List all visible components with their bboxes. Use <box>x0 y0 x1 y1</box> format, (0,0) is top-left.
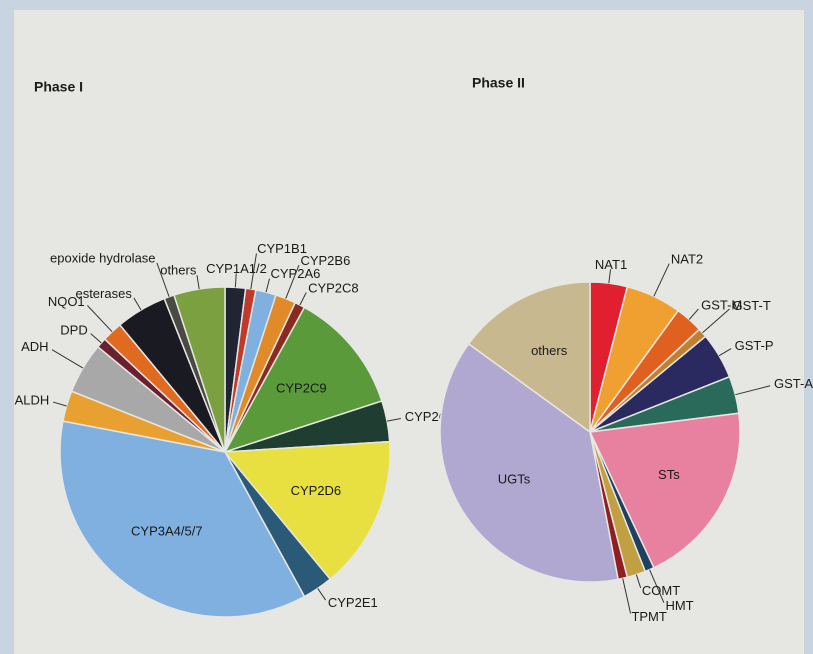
pie-slice <box>467 281 591 434</box>
slice-label: CYP2C8 <box>308 280 359 295</box>
leader-line <box>234 273 237 288</box>
pie-slice <box>588 412 741 569</box>
pie-slice <box>223 440 391 581</box>
slice-label: GST-P <box>735 338 774 353</box>
slice-label: CYP2C9 <box>276 380 327 395</box>
leader-line <box>250 253 257 290</box>
slice-label: CYP2D6 <box>291 483 342 498</box>
slice-label: GST-T <box>733 298 771 313</box>
leader-line <box>649 569 665 603</box>
leader-line <box>299 292 307 306</box>
leader-line <box>653 263 670 297</box>
leader-line <box>702 308 730 334</box>
leader-line <box>688 308 699 320</box>
leader-line <box>265 278 270 293</box>
slice-label: TPMT <box>631 609 666 624</box>
slice-label: others <box>160 263 197 278</box>
slice-label: NAT1 <box>595 257 627 272</box>
slice-label: CYP1A1/2 <box>206 261 267 276</box>
pie-slice <box>59 420 306 618</box>
leader-line <box>735 385 771 396</box>
slice-label: epoxide hydrolase <box>50 251 156 266</box>
leader-line <box>90 333 102 344</box>
slice-label: STs <box>658 467 680 482</box>
slice-label: ALDH <box>15 392 50 407</box>
slice-label: CYP3A4/5/7 <box>131 524 203 539</box>
leader-line <box>718 348 732 357</box>
leader-line <box>196 275 200 290</box>
slice-label: others <box>531 343 568 358</box>
leader-line <box>635 574 642 589</box>
slice-label: NAT2 <box>671 252 703 267</box>
pie-slice <box>173 286 226 453</box>
leader-line <box>608 269 612 284</box>
chart-title: Phase I <box>34 79 83 95</box>
leader-line <box>622 578 632 614</box>
slice-label: NQO1 <box>48 294 85 309</box>
slice-label: CYP2E1 <box>328 595 378 610</box>
slice-label: HMT <box>665 598 693 613</box>
leader-line <box>285 264 300 299</box>
leader-line <box>317 588 327 601</box>
slice-label: COMT <box>642 583 680 598</box>
slice-label: UGTs <box>498 472 531 487</box>
leader-line <box>87 305 113 333</box>
slice-label: CYP1B1 <box>257 241 307 256</box>
leader-line <box>51 349 84 369</box>
slice-label: GST-A <box>774 376 813 391</box>
slice-label: DPD <box>60 322 87 337</box>
chart-title: Phase II <box>472 75 525 91</box>
leader-line <box>386 417 401 422</box>
pie-slice <box>223 306 383 454</box>
slice-label: GST-M <box>701 297 742 312</box>
slice-label: esterases <box>75 286 132 301</box>
slice-label: CYP2B6 <box>300 253 350 268</box>
leader-line <box>52 401 67 407</box>
slice-label: ADH <box>21 339 48 354</box>
leader-line <box>133 297 142 311</box>
pie-slice <box>439 342 619 583</box>
leader-line <box>156 262 170 297</box>
